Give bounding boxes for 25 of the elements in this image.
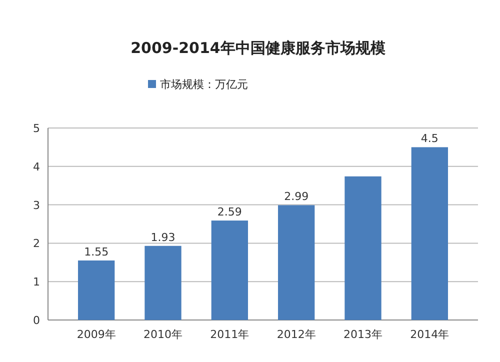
data-label: 4.5 (420, 132, 438, 146)
data-label: 1.93 (150, 230, 176, 244)
x-tick-label: 2011年 (210, 328, 250, 341)
x-tick-label: 2009年 (76, 328, 116, 341)
bar (78, 260, 115, 320)
bar (211, 220, 248, 320)
y-tick-label: 2 (33, 237, 40, 250)
data-label: 2.99 (284, 190, 309, 204)
x-tick-label: 2014年 (410, 328, 450, 341)
legend-label: 市场规模：万亿元 (160, 78, 248, 91)
y-tick-label: 1 (33, 276, 40, 289)
x-tick-label: 2010年 (144, 328, 182, 341)
data-label: 2.59 (217, 206, 242, 219)
chart-title: 2009-2014年中国健康服务市场规模 (130, 39, 386, 57)
x-tick-label: 2012年 (276, 328, 316, 341)
bar (144, 246, 182, 320)
y-tick-label: 0 (33, 314, 40, 327)
bar (278, 205, 315, 320)
y-tick-label: 3 (33, 198, 40, 212)
x-tick-label: 2013年 (344, 328, 382, 341)
y-tick-label: 4 (33, 160, 40, 174)
y-tick-label: 5 (33, 122, 40, 135)
bar (411, 147, 448, 320)
data-label: 1.55 (84, 245, 109, 258)
bar (344, 176, 382, 320)
